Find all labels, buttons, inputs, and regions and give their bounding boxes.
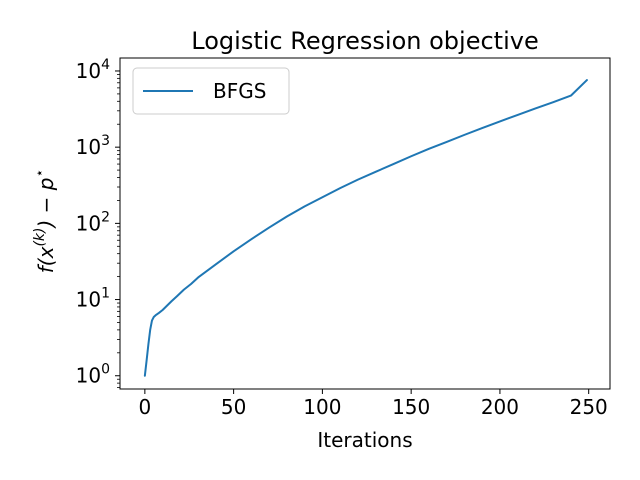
- y-axis-label-superscript: (k): [32, 228, 48, 247]
- y-axis-label: f(x(k)) − p⋆: [32, 169, 58, 273]
- y-tick-label-base: 10: [76, 288, 101, 312]
- y-tick-label: 100: [76, 362, 110, 388]
- x-axis-ticks: 0 50 100 150 200 250: [138, 389, 608, 419]
- x-tick-label: 0: [138, 395, 151, 419]
- y-tick-label-base: 10: [76, 211, 101, 235]
- y-tick-label-exponent: 0: [101, 362, 110, 378]
- x-tick-label: 150: [392, 395, 430, 419]
- chart-title: Logistic Regression objective: [191, 27, 538, 55]
- y-tick-label-base: 10: [76, 364, 101, 388]
- y-tick-label: 101: [76, 286, 110, 312]
- x-tick-label: 50: [221, 395, 246, 419]
- y-tick-label-base: 10: [76, 135, 101, 159]
- y-tick-label-exponent: 2: [101, 209, 110, 225]
- y-axis-label-tail: ) − p: [34, 178, 58, 230]
- y-tick-label: 102: [76, 209, 110, 235]
- y-tick-label-base: 10: [76, 59, 101, 83]
- x-axis-label: Iterations: [317, 428, 412, 452]
- y-tick-label-exponent: 4: [101, 57, 110, 73]
- y-axis-label-base: f(x: [34, 246, 58, 273]
- legend: BFGS: [132, 67, 290, 115]
- series-line-bfgs: [143, 79, 588, 377]
- y-tick-label: 104: [76, 57, 110, 83]
- y-tick-label-exponent: 3: [101, 133, 110, 149]
- y-tick-label-exponent: 1: [101, 286, 110, 302]
- x-tick-label: 100: [303, 395, 341, 419]
- legend-label-bfgs: BFGS: [213, 79, 266, 103]
- y-tick-label: 103: [76, 133, 110, 159]
- x-tick-label: 250: [570, 395, 608, 419]
- y-axis-label-star: ⋆: [32, 169, 48, 178]
- legend-box: [132, 67, 290, 115]
- x-tick-label: 200: [481, 395, 519, 419]
